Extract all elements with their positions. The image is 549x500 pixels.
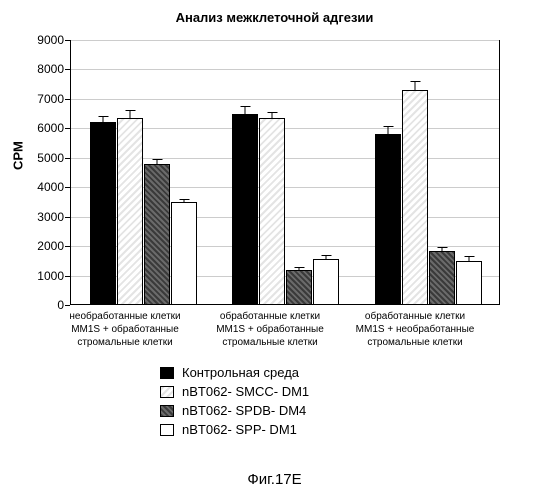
legend-swatch [160, 405, 174, 417]
legend-item: nBT062- SPP- DM1 [160, 422, 309, 437]
y-tick-label: 3000 [37, 210, 70, 224]
legend-label: nBT062- SMCC- DM1 [182, 384, 309, 399]
chart-title: Анализ межклеточной адгезии [0, 10, 549, 25]
legend-label: nBT062- SPDB- DM4 [182, 403, 306, 418]
y-axis-label: CPM [11, 141, 26, 170]
y-tick-label: 9000 [37, 33, 70, 47]
x-category-label: обработанные клеткиMM1S + необработанные… [335, 310, 495, 349]
x-category-label: необработанные клеткиMM1S + обработанные… [45, 310, 205, 349]
legend-swatch [160, 424, 174, 436]
x-category-label: обработанные клеткиMM1S + обработанныест… [190, 310, 350, 349]
y-tick-label: 4000 [37, 180, 70, 194]
legend-swatch [160, 367, 174, 379]
plot-area: 0100020003000400050006000700080009000 [70, 40, 500, 305]
legend-item: nBT062- SMCC- DM1 [160, 384, 309, 399]
figure-label: Фиг.17E [0, 471, 549, 488]
plot-border [70, 40, 500, 305]
legend: Контрольная среда nBT062- SMCC- DM1 nBT062… [160, 365, 309, 441]
legend-label: Контрольная среда [182, 365, 299, 380]
y-tick-label: 7000 [37, 92, 70, 106]
legend-item: nBT062- SPDB- DM4 [160, 403, 309, 418]
y-tick-label: 2000 [37, 239, 70, 253]
y-tick-label: 1000 [37, 269, 70, 283]
y-tick-label: 6000 [37, 121, 70, 135]
legend-swatch [160, 386, 174, 398]
legend-label: nBT062- SPP- DM1 [182, 422, 297, 437]
y-tick-label: 5000 [37, 151, 70, 165]
legend-item: Контрольная среда [160, 365, 309, 380]
y-tick-label: 8000 [37, 62, 70, 76]
